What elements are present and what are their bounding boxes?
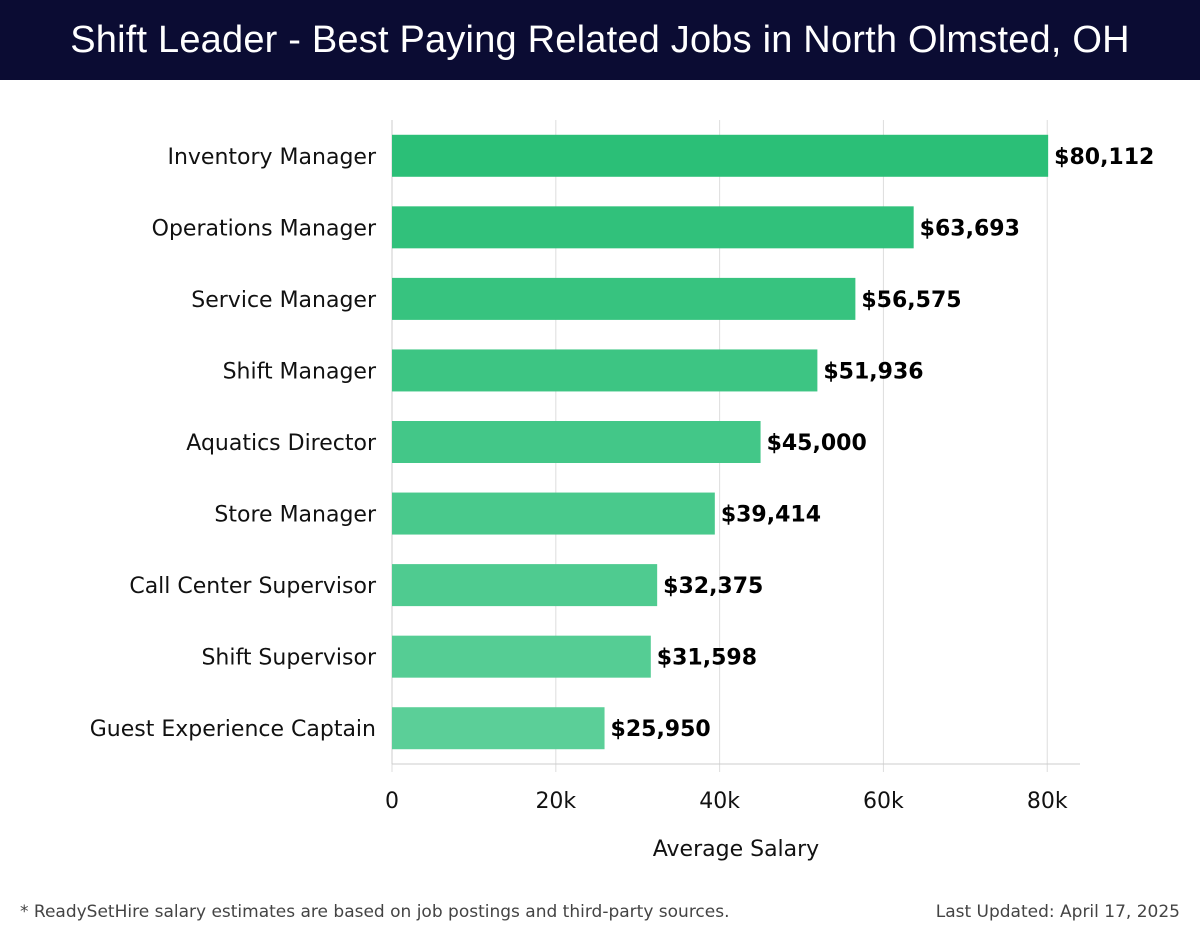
- bar-store-manager: [392, 492, 715, 535]
- bar-guest-experience-captain: [392, 707, 605, 750]
- bar-inventory-manager: [392, 134, 1049, 177]
- header-bar: Shift Leader - Best Paying Related Jobs …: [0, 0, 1200, 80]
- category-label: Service Manager: [191, 288, 377, 313]
- category-label: Shift Manager: [223, 359, 377, 384]
- category-label: Inventory Manager: [167, 145, 376, 170]
- x-tick-label: 20k: [535, 789, 576, 814]
- bar-call-center-supervisor: [392, 564, 658, 607]
- footer-note: * ReadySetHire salary estimates are base…: [20, 902, 730, 922]
- category-label: Operations Manager: [152, 216, 377, 241]
- x-axis-title: Average Salary: [653, 837, 819, 862]
- value-label: $39,414: [721, 503, 821, 528]
- category-label: Shift Supervisor: [201, 646, 377, 671]
- value-label: $31,598: [657, 646, 757, 671]
- value-label: $80,112: [1054, 145, 1154, 170]
- value-label: $56,575: [861, 288, 961, 313]
- bar-aquatics-director: [392, 421, 761, 463]
- x-tick-label: 80k: [1027, 789, 1068, 814]
- bar-chart: Inventory Manager $80,112 Operations Manag…: [90, 120, 1154, 862]
- x-tick-label: 40k: [699, 789, 740, 814]
- category-label: Aquatics Director: [186, 431, 377, 456]
- value-label: $32,375: [663, 574, 763, 599]
- bar-operations-manager: [392, 206, 914, 249]
- x-tick-label: 0: [385, 789, 399, 814]
- value-label: $51,936: [823, 359, 923, 384]
- category-label: Store Manager: [214, 503, 377, 528]
- value-label: $25,950: [611, 717, 711, 742]
- category-label: Call Center Supervisor: [129, 574, 377, 599]
- bar-shift-manager: [392, 349, 818, 392]
- value-label: $63,693: [920, 216, 1020, 241]
- category-label: Guest Experience Captain: [90, 717, 376, 742]
- page-title: Shift Leader - Best Paying Related Jobs …: [70, 18, 1130, 61]
- bar-shift-supervisor: [392, 635, 651, 678]
- value-label: $45,000: [767, 431, 867, 456]
- x-tick-label: 60k: [863, 789, 904, 814]
- last-updated-text: Last Updated: April 17, 2025: [935, 902, 1180, 922]
- bar-service-manager: [392, 277, 856, 320]
